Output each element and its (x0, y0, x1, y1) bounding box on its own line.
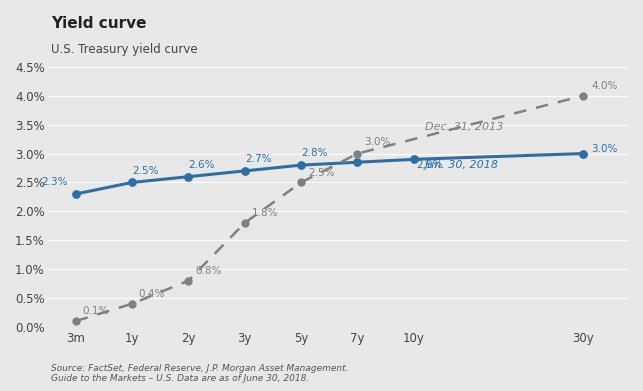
Point (127, 301, 137, 307)
Text: 2.5%: 2.5% (308, 168, 334, 178)
Point (409, 156, 419, 163)
Text: 4.0%: 4.0% (592, 81, 618, 91)
Point (240, 220, 250, 226)
Text: 2.5%: 2.5% (132, 165, 159, 176)
Text: 3.0%: 3.0% (592, 143, 618, 154)
Text: 3.0%: 3.0% (364, 136, 391, 147)
Point (296, 162, 306, 168)
Text: 2.7%: 2.7% (245, 154, 271, 164)
Text: Source: FactSet, Federal Reserve, J.P. Morgan Asset Management.
Guide to the Mar: Source: FactSet, Federal Reserve, J.P. M… (51, 364, 349, 383)
Point (183, 278, 194, 284)
Point (71, 318, 81, 324)
Text: 2.3%: 2.3% (41, 177, 68, 187)
Point (183, 174, 194, 180)
Text: 0.1%: 0.1% (82, 307, 109, 316)
Text: 2.9%: 2.9% (417, 160, 443, 170)
Point (578, 151, 588, 157)
Point (578, 93, 588, 99)
Text: U.S. Treasury yield curve: U.S. Treasury yield curve (51, 43, 198, 56)
Text: Yield curve: Yield curve (51, 16, 147, 30)
Text: 2.6%: 2.6% (188, 160, 215, 170)
Text: 0.8%: 0.8% (195, 266, 222, 276)
Text: Dec. 31, 2013: Dec. 31, 2013 (425, 122, 503, 132)
Text: 2.8%: 2.8% (301, 148, 328, 158)
Point (71, 191, 81, 197)
Point (127, 179, 137, 186)
Text: 1.8%: 1.8% (251, 208, 278, 218)
Point (240, 168, 250, 174)
Point (352, 159, 363, 165)
Text: Jun. 30, 2018: Jun. 30, 2018 (425, 160, 499, 170)
Text: 0.4%: 0.4% (139, 289, 165, 299)
Point (296, 179, 306, 186)
Point (352, 151, 363, 157)
